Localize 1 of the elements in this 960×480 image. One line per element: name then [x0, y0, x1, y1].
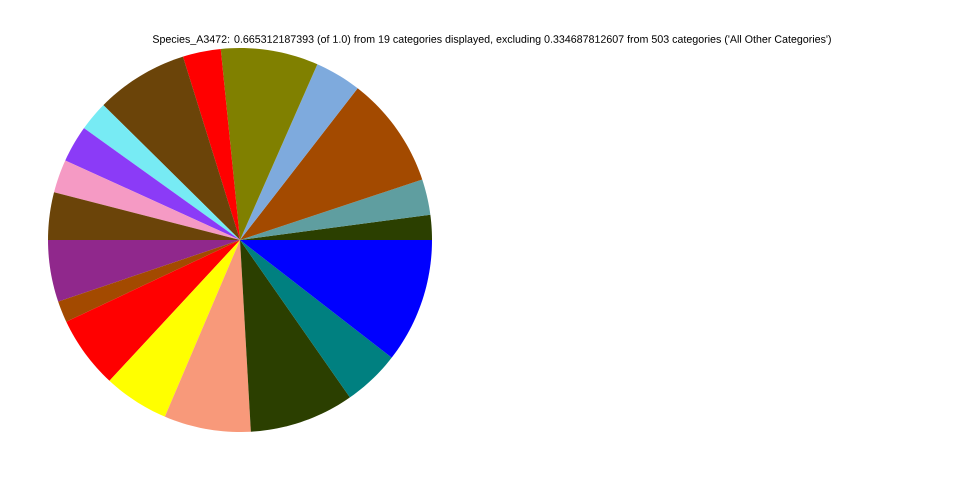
text: Species_A3472: 0.665312187393 (of 1.0) from 19 categories displayed, excluding 0.334687812607 from 503 categories ('All Other Categories')	[152, 35, 831, 45]
